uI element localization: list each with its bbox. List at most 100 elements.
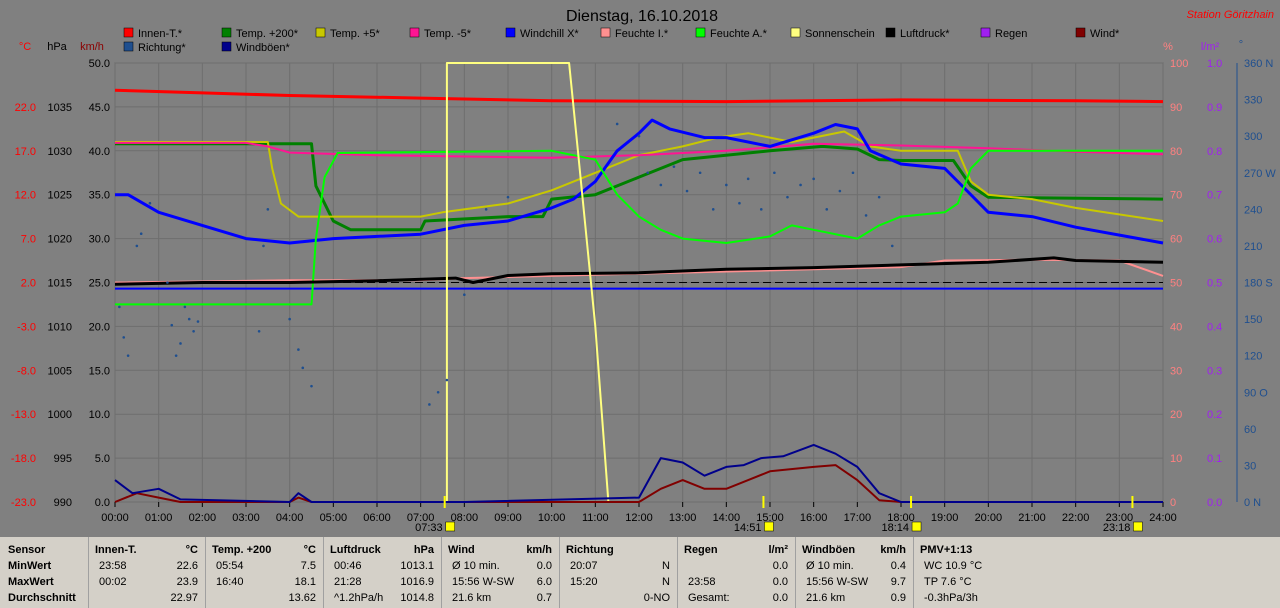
pressure-tick-label: 1015 [48, 278, 72, 290]
temp-tick-label: 17.0 [15, 146, 36, 158]
rain-tick-label: 0.3 [1207, 365, 1222, 377]
pressure-tick-label: 1005 [48, 365, 72, 377]
rain-tick-label: 0.4 [1207, 321, 1222, 333]
legend-item: Temp. +200* [221, 27, 299, 40]
direction-point [838, 189, 842, 193]
x-axis: 00:00 01:00 02:00 03:00 04:00 05:00 06:00 07:00… [101, 502, 1177, 524]
legend-swatch [505, 27, 516, 38]
temp-tick-label: 7.0 [21, 234, 36, 246]
legend-label: Windchill X* [520, 28, 579, 40]
summary-cell-label: 21.6 km [452, 592, 492, 604]
x-tick-label: 24:00 [1149, 512, 1177, 524]
direction-point [725, 183, 728, 187]
summary-column-title: Windböen [802, 544, 856, 556]
summary-cell-label: 15:56 W-SW [806, 576, 869, 588]
x-tick-label: 01:00 [145, 512, 173, 524]
pressure-tick-label: 1030 [48, 146, 72, 158]
legend-item: Feuchte I.* [600, 27, 669, 40]
direction-point [170, 323, 174, 327]
x-tick-label: 10:00 [538, 512, 566, 524]
summary-cell-label: 15:56 W-SW [452, 576, 515, 588]
direction-point [428, 403, 431, 406]
summary-cell-value: 0.7 [536, 592, 552, 604]
direction-point [773, 171, 776, 175]
legend-item: Wind* [1075, 27, 1120, 40]
legend-item: Windböen* [221, 41, 291, 54]
direction-point [139, 232, 143, 236]
direction-point [183, 305, 187, 309]
summary-cell-label: 15:20 [570, 576, 598, 588]
humidity-tick-label: 40 [1170, 321, 1182, 333]
direction-point [196, 320, 200, 323]
series-line-temp-200 [115, 142, 1164, 232]
summary-cell-value: 23.9 [176, 576, 198, 588]
summary-column-unit: l/m² [768, 544, 788, 556]
x-tick-label: 06:00 [363, 512, 391, 524]
temp-tick-label: -13.0 [11, 409, 36, 421]
x-tick-label: 18:00 [887, 512, 915, 524]
direction-point [174, 354, 178, 357]
direction-tick-label: 210 [1244, 241, 1262, 253]
direction-tick-label: 180 S [1244, 278, 1273, 290]
direction-point [179, 342, 182, 345]
legend-label: Luftdruck* [900, 28, 950, 40]
legend: Innen-T.* Temp. +200* Temp. +5* Temp. -5* Wi… [123, 27, 1120, 54]
direction-point [711, 208, 715, 211]
summary-column: PMV+1:13 WC 10.9 °C TP 7.6 °C -0.3hPa/3h [913, 537, 1034, 608]
pressure-tick-label: 1010 [48, 321, 72, 333]
summary-cell-value: 0-NO [643, 592, 670, 604]
direction-point [685, 189, 689, 193]
direction-point [799, 183, 802, 187]
summary-cell-value: 1013.1 [400, 560, 434, 572]
summary-cell-label: 00:46 [334, 560, 362, 572]
direction-point [812, 177, 815, 181]
sun-events: 07:33 14:51 18:14 23:18 [415, 496, 1143, 534]
sun-icon [1133, 521, 1143, 532]
summary-column: Temp. +200 °C 05:54 7.5 16:40 18.1 13.62 [205, 537, 324, 608]
wind-tick-label: 40.0 [89, 146, 110, 158]
direction-point [615, 122, 619, 126]
summary-column-unit: °C [185, 544, 198, 556]
rain-tick-label: 0.2 [1207, 409, 1222, 421]
summary-cell-value: 9.7 [890, 576, 906, 588]
temp-tick-label: 2.0 [21, 278, 36, 290]
direction-tick-label: 360 N [1244, 58, 1273, 70]
x-tick-label: 11:00 [582, 512, 609, 524]
sun-icon [445, 521, 455, 532]
humidity-unit: % [1163, 41, 1173, 53]
sun-event-label: 18:14 [882, 522, 910, 534]
x-tick-label: 17:00 [844, 512, 872, 524]
summary-label-min: MinWert [8, 560, 52, 572]
summary-table: Sensor MinWert MaxWert Durchschnitt Innen-T.… [0, 537, 1280, 608]
summary-cell-label: 23:58 [688, 576, 716, 588]
rain-tick-label: 0.1 [1207, 453, 1222, 465]
legend-swatch [221, 41, 232, 52]
direction-point [851, 171, 855, 175]
temp-tick-label: 22.0 [15, 102, 36, 114]
legend-swatch [315, 27, 326, 38]
direction-point [126, 354, 130, 357]
direction-point [877, 195, 881, 199]
legend-item: Sonnenschein [790, 27, 875, 40]
summary-cell-value: 1016.9 [400, 576, 434, 588]
direction-point [646, 171, 650, 175]
wind-tick-label: 25.0 [89, 278, 110, 290]
direction-point [266, 208, 270, 211]
summary-cell-value: 1014.8 [400, 592, 434, 604]
direction-point [445, 378, 449, 382]
sun-icon [764, 521, 774, 532]
humidity-tick-label: 0 [1170, 497, 1176, 509]
direction-point [698, 171, 702, 175]
legend-item: Richtung* [123, 41, 186, 54]
direction-tick-label: 150 [1244, 314, 1262, 326]
direction-point [506, 195, 510, 199]
rain-unit: l/m² [1201, 41, 1220, 53]
legend-item: Innen-T.* [123, 27, 183, 40]
summary-cell-value: 0.4 [890, 560, 906, 572]
pressure-tick-label: 995 [54, 453, 72, 465]
legend-label: Feuchte I.* [615, 28, 669, 40]
summary-labels-column: Sensor MinWert MaxWert Durchschnitt [0, 537, 88, 608]
legend-item: Temp. +5* [315, 27, 381, 40]
x-tick-label: 12:00 [625, 512, 653, 524]
series-line-windb-en [114, 443, 1163, 503]
